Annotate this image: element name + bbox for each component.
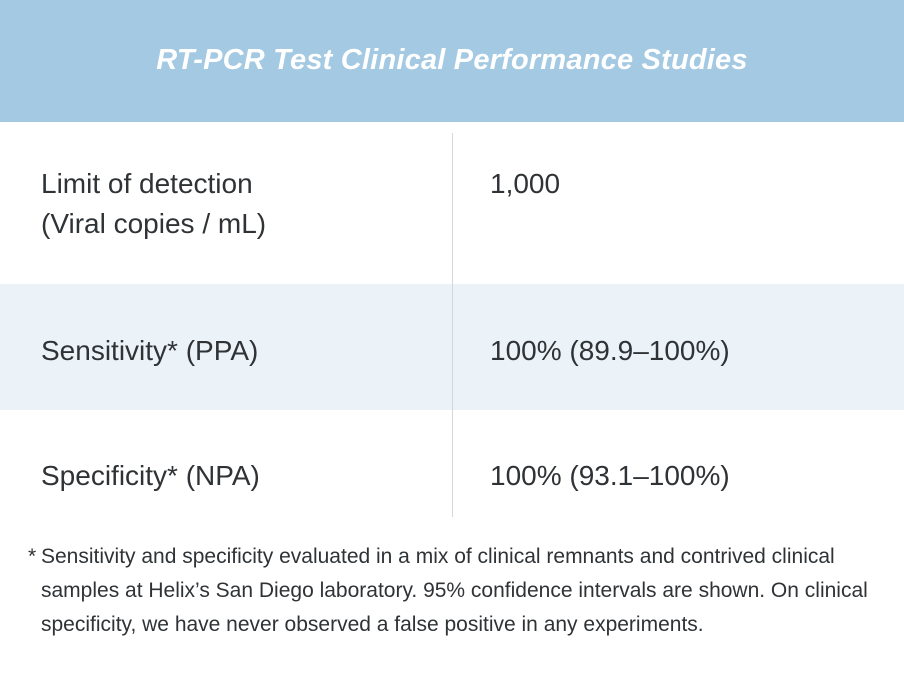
footnote-text: Sensitivity and specificity evaluated in… xyxy=(41,545,868,636)
row-value-sensitivity: 100% (89.9–100%) xyxy=(490,335,730,366)
column-divider xyxy=(452,133,453,517)
footnote: * Sensitivity and specificity evaluated … xyxy=(28,540,894,642)
row-label-line-2: (Viral copies / mL) xyxy=(41,208,267,239)
row-label-sensitivity: Sensitivity* (PPA) xyxy=(41,335,259,366)
footnote-marker: * xyxy=(28,545,37,568)
row-value-limit-of-detection: 1,000 xyxy=(490,168,561,199)
row-label-line-1: Limit of detection xyxy=(41,168,253,199)
row-label-limit-of-detection: Limit of detection (Viral copies / mL) xyxy=(41,164,266,244)
page-title: RT-PCR Test Clinical Performance Studies xyxy=(156,44,748,76)
row-value-specificity: 100% (93.1–100%) xyxy=(490,460,730,491)
row-label-specificity: Specificity* (NPA) xyxy=(41,460,260,491)
table-header: RT-PCR Test Clinical Performance Studies xyxy=(0,0,904,122)
